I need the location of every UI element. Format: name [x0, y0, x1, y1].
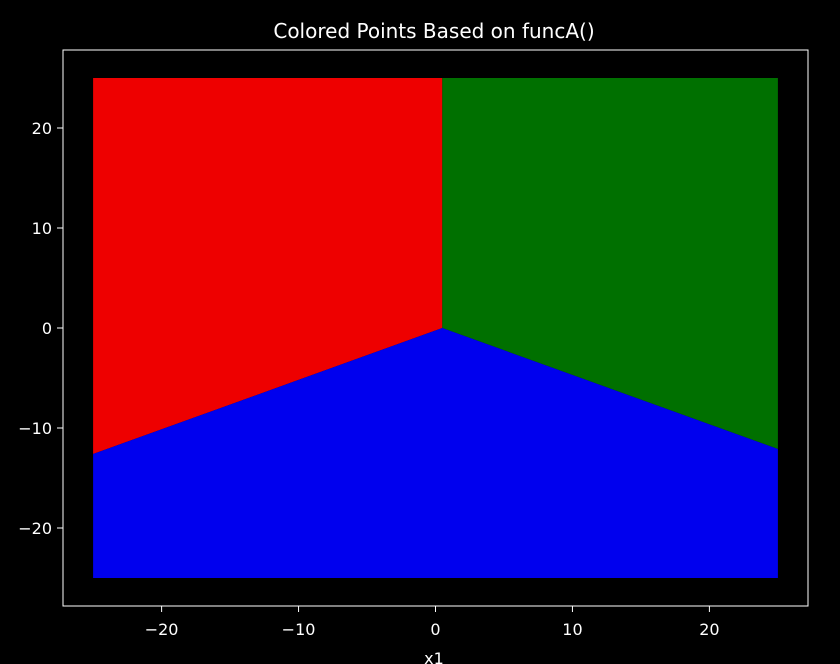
y-tick-label: 10: [32, 219, 52, 238]
region-red: [93, 78, 443, 454]
chart-title: Colored Points Based on funcA(): [273, 19, 594, 43]
y-tick-label: 0: [42, 319, 52, 338]
y-axis: 20 10 0 −10 −20: [18, 119, 63, 538]
x-tick-label: 10: [562, 620, 582, 639]
x-tick-label: −20: [145, 620, 179, 639]
x-axis-label: x1: [424, 649, 444, 664]
region-green: [442, 78, 778, 449]
x-tick-label: 0: [430, 620, 440, 639]
y-tick-label: −20: [18, 519, 52, 538]
y-tick-label: −10: [18, 419, 52, 438]
x-tick-label: −10: [282, 620, 316, 639]
x-tick-label: 20: [699, 620, 719, 639]
y-tick-label: 20: [32, 119, 52, 138]
x-axis: −20 −10 0 10 20: [145, 606, 720, 639]
region-blue: [93, 328, 778, 578]
point-regions: [93, 78, 778, 578]
